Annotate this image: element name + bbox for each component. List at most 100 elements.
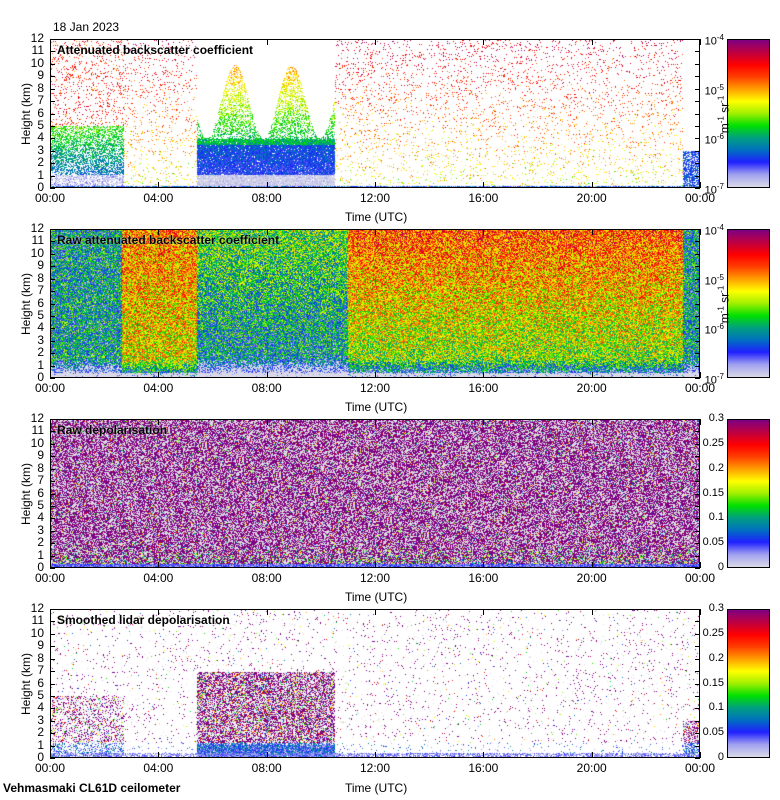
y-tick-label: 10 <box>30 435 44 450</box>
y-tick-mark <box>50 419 55 420</box>
x-tick-mark <box>483 419 485 425</box>
x-tick-mark <box>483 752 485 758</box>
x-tick-mark <box>50 182 51 188</box>
y-tick-mark <box>50 303 55 305</box>
x-tick-label: 00:00 <box>684 381 716 395</box>
colorbar-tick-exponent: -7 <box>716 372 724 381</box>
y-tick-mark <box>695 353 700 355</box>
x-tick-mark <box>50 609 51 615</box>
y-tick-label: 11 <box>31 423 44 438</box>
y-tick-label: 2 <box>37 535 44 550</box>
y-tick-label: 9 <box>37 68 44 83</box>
chart-title: Smoothed lidar depolarisation <box>57 613 230 627</box>
heatmap-plot-area <box>50 39 700 188</box>
x-tick-label: 20:00 <box>576 381 607 395</box>
x-tick-mark <box>700 752 701 758</box>
y-tick-label: 8 <box>37 80 44 95</box>
colorbar-tick-base: 10 <box>704 134 717 147</box>
y-tick-mark <box>695 163 700 165</box>
y-tick-mark <box>695 481 700 483</box>
y-tick-label: 11 <box>31 613 44 628</box>
colorbar-tick-exponent: -5 <box>716 272 724 282</box>
colorbar-tick-label: 0.25 <box>702 436 724 449</box>
colorbar-units-part: -1 <box>716 95 726 103</box>
y-tick-mark <box>695 646 700 648</box>
y-tick-mark <box>50 543 55 545</box>
x-tick-label: 00:00 <box>684 191 716 205</box>
colorbar-tick-base: 10 <box>704 324 717 337</box>
y-tick-mark <box>50 113 55 115</box>
y-tick-mark <box>695 291 700 293</box>
colorbar-tick-label: 10-5 <box>684 272 724 288</box>
colorbar-tick-label: 0.05 <box>702 726 724 739</box>
x-tick-mark <box>700 229 701 235</box>
x-axis-label: Time (UTC) <box>345 781 408 795</box>
y-tick-mark <box>695 113 700 115</box>
chart-panel: Attenuated backscatter coefficient 0 1 2 3 4 5… <box>0 32 780 229</box>
y-tick-label: 12 <box>30 601 44 615</box>
y-tick-mark <box>695 150 700 152</box>
y-tick-mark <box>695 253 700 255</box>
x-tick-mark <box>375 182 376 188</box>
chart-title: Raw depolarisation <box>57 423 168 437</box>
x-tick-mark <box>50 752 51 758</box>
colorbar-tick-label: 0.2 <box>708 651 724 664</box>
y-tick-mark <box>50 518 55 520</box>
y-tick-label: 12 <box>30 411 44 425</box>
colorbar-tick-label: 10-4 <box>684 222 724 238</box>
colorbar-units-part: -1 <box>716 306 726 314</box>
colorbar-tick-label: 0 <box>717 561 724 573</box>
y-tick-mark <box>695 328 700 330</box>
colorbar <box>727 419 770 568</box>
y-axis-label: Height (km) <box>19 463 33 526</box>
heatmap-canvas <box>51 420 699 567</box>
y-tick-mark <box>50 315 55 317</box>
y-tick-mark <box>695 733 700 735</box>
y-tick-mark <box>50 378 55 379</box>
y-tick-mark <box>50 340 55 342</box>
y-tick-mark <box>695 88 700 90</box>
y-tick-mark <box>50 745 55 747</box>
x-tick-mark <box>158 182 160 188</box>
chart-title: Raw attenuated backscatter coefficient <box>57 233 280 247</box>
colorbar-tick-base: 10 <box>704 225 717 238</box>
colorbar-tick-label: 0.3 <box>708 412 724 424</box>
x-tick-mark <box>591 419 593 425</box>
x-tick-mark <box>375 372 376 378</box>
x-tick-label: 16:00 <box>468 191 499 205</box>
y-tick-mark <box>695 229 700 230</box>
y-tick-mark <box>50 695 55 697</box>
x-tick-mark <box>591 229 593 235</box>
instrument-label: Vehmasmaki CL61D ceilometer <box>3 781 181 795</box>
y-tick-mark <box>50 493 55 495</box>
y-tick-mark <box>50 683 55 685</box>
heatmap-canvas <box>51 230 699 377</box>
y-tick-label: 5 <box>37 687 44 702</box>
y-tick-label: 8 <box>37 460 44 475</box>
y-tick-mark <box>695 505 700 507</box>
y-tick-label: 12 <box>30 31 44 45</box>
y-tick-mark <box>50 609 55 610</box>
x-tick-label: 08:00 <box>251 571 282 585</box>
y-tick-mark <box>50 671 55 673</box>
chart-panel: Smoothed lidar depolarisation 0 1 2 3 4 5 6 7 8 9 1… <box>0 602 780 799</box>
x-tick-mark <box>375 609 376 615</box>
colorbar-units-part: sr <box>717 102 732 117</box>
colorbar-tick-label: 0.05 <box>702 536 724 549</box>
heatmap-canvas <box>51 610 699 757</box>
y-tick-mark <box>695 609 700 610</box>
y-tick-label: 3 <box>37 332 44 347</box>
y-tick-mark <box>695 468 700 470</box>
x-tick-mark <box>483 182 485 188</box>
y-tick-label: 2 <box>37 345 44 360</box>
colorbar-tick-exponent: -7 <box>716 182 724 191</box>
x-tick-mark <box>266 419 268 425</box>
y-tick-mark <box>695 443 700 445</box>
colorbar-tick-exponent: -6 <box>716 132 724 142</box>
y-tick-label: 4 <box>37 510 44 525</box>
x-tick-mark <box>375 752 376 758</box>
heatmap-plot-area <box>50 229 700 378</box>
heatmap-plot-area <box>50 609 700 758</box>
y-tick-mark <box>695 315 700 317</box>
x-tick-mark <box>700 562 701 568</box>
